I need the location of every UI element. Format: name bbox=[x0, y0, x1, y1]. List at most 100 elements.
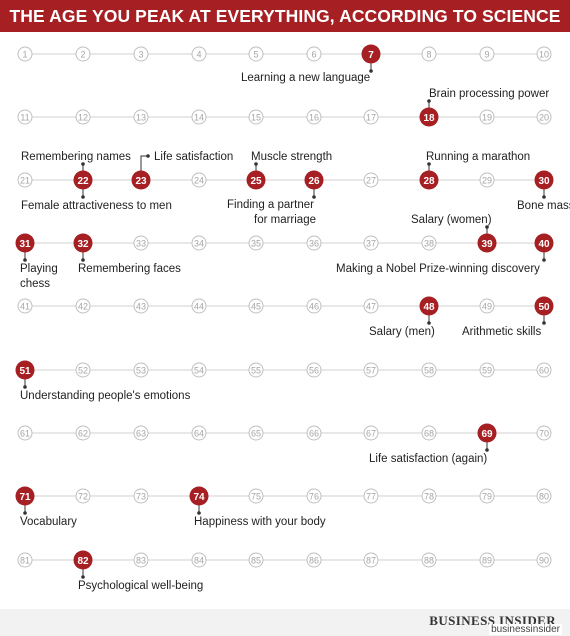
peak-age-number: 32 bbox=[77, 239, 89, 250]
age-circle bbox=[479, 172, 495, 188]
age-circle bbox=[75, 109, 91, 125]
peak-age-circle bbox=[361, 44, 381, 64]
age-number: 41 bbox=[20, 302, 30, 312]
connector-dot bbox=[485, 225, 489, 229]
age-circle bbox=[191, 172, 207, 188]
peak-age-number: 28 bbox=[423, 176, 435, 187]
age-circle bbox=[479, 109, 495, 125]
peak-age-circle bbox=[534, 296, 554, 316]
age-circle bbox=[363, 425, 379, 441]
peak-label: Remembering names bbox=[21, 151, 131, 163]
age-circle bbox=[133, 552, 149, 568]
peak-age-circle bbox=[73, 233, 93, 253]
peak-age-circle bbox=[246, 170, 266, 190]
age-circle bbox=[363, 172, 379, 188]
age-number: 15 bbox=[251, 113, 261, 123]
age-circle bbox=[363, 552, 379, 568]
age-circle bbox=[191, 552, 207, 568]
peak-age-circle bbox=[189, 486, 209, 506]
age-number: 49 bbox=[482, 302, 492, 312]
peak-label: Understanding people's emotions bbox=[20, 390, 191, 402]
age-number: 83 bbox=[136, 556, 146, 566]
age-number: 77 bbox=[366, 492, 376, 502]
age-number: 33 bbox=[136, 239, 146, 249]
age-number: 68 bbox=[424, 429, 434, 439]
age-number: 64 bbox=[194, 429, 204, 439]
age-circle bbox=[306, 235, 322, 251]
age-number: 35 bbox=[251, 239, 261, 249]
peak-label: for marriage bbox=[254, 214, 316, 226]
age-number: 65 bbox=[251, 429, 261, 439]
age-number: 21 bbox=[20, 176, 30, 186]
peak-age-number: 74 bbox=[193, 492, 205, 503]
peak-label: Muscle strength bbox=[251, 151, 332, 163]
age-number: 29 bbox=[482, 176, 492, 186]
age-circle bbox=[133, 46, 149, 62]
age-number: 24 bbox=[194, 176, 204, 186]
age-number: 60 bbox=[539, 366, 549, 376]
age-number: 79 bbox=[482, 492, 492, 502]
connector-dot bbox=[81, 575, 85, 579]
age-number: 1 bbox=[22, 50, 27, 60]
age-number: 55 bbox=[251, 366, 261, 376]
peak-label: Bone mass bbox=[517, 200, 570, 212]
age-number: 88 bbox=[424, 556, 434, 566]
age-number: 5 bbox=[253, 50, 258, 60]
age-number: 12 bbox=[78, 113, 88, 123]
age-circle bbox=[306, 425, 322, 441]
age-circle bbox=[306, 298, 322, 314]
age-number: 27 bbox=[366, 176, 376, 186]
peak-label: Finding a partner bbox=[227, 199, 314, 211]
peak-label: Learning a new language bbox=[241, 72, 370, 84]
age-number: 61 bbox=[20, 429, 30, 439]
age-circle bbox=[479, 298, 495, 314]
age-circle bbox=[75, 425, 91, 441]
age-circle bbox=[133, 298, 149, 314]
age-circle bbox=[248, 362, 264, 378]
age-circle bbox=[536, 488, 552, 504]
connector-dot bbox=[81, 195, 85, 199]
age-number: 67 bbox=[366, 429, 376, 439]
peak-age-number: 40 bbox=[538, 239, 550, 250]
peak-label: Female attractiveness to men bbox=[21, 200, 172, 212]
peak-age-circle bbox=[15, 486, 35, 506]
age-number: 8 bbox=[426, 50, 431, 60]
age-number: 86 bbox=[309, 556, 319, 566]
age-circle bbox=[248, 552, 264, 568]
age-circle bbox=[17, 552, 33, 568]
peak-label: Making a Nobel Prize-winning discovery bbox=[336, 263, 540, 275]
age-circle bbox=[479, 46, 495, 62]
age-number: 3 bbox=[138, 50, 143, 60]
age-circle bbox=[248, 425, 264, 441]
age-circle bbox=[536, 362, 552, 378]
age-number: 17 bbox=[366, 113, 376, 123]
age-circle bbox=[248, 235, 264, 251]
peak-age-circle bbox=[419, 170, 439, 190]
age-number: 52 bbox=[78, 366, 88, 376]
age-number: 2 bbox=[80, 50, 85, 60]
age-circle bbox=[421, 488, 437, 504]
age-number: 42 bbox=[78, 302, 88, 312]
peak-age-circle bbox=[15, 360, 35, 380]
age-circle bbox=[191, 362, 207, 378]
age-number: 47 bbox=[366, 302, 376, 312]
age-circle bbox=[133, 109, 149, 125]
age-circle bbox=[248, 109, 264, 125]
peak-age-circle bbox=[477, 423, 497, 443]
peak-label: Psychological well-being bbox=[78, 580, 203, 592]
peak-age-number: 7 bbox=[368, 50, 374, 61]
age-number: 37 bbox=[366, 239, 376, 249]
age-circle bbox=[17, 298, 33, 314]
peak-label: Brain processing power bbox=[429, 88, 549, 100]
peak-label: Life satisfaction (again) bbox=[369, 453, 487, 465]
age-number: 75 bbox=[251, 492, 261, 502]
age-number: 36 bbox=[309, 239, 319, 249]
connector-dot bbox=[23, 511, 27, 515]
age-number: 59 bbox=[482, 366, 492, 376]
connector-dot bbox=[81, 258, 85, 262]
age-circle bbox=[421, 552, 437, 568]
connector-dot bbox=[542, 258, 546, 262]
peak-age-number: 25 bbox=[250, 176, 262, 187]
age-circle bbox=[536, 425, 552, 441]
connector-dot bbox=[23, 258, 27, 262]
